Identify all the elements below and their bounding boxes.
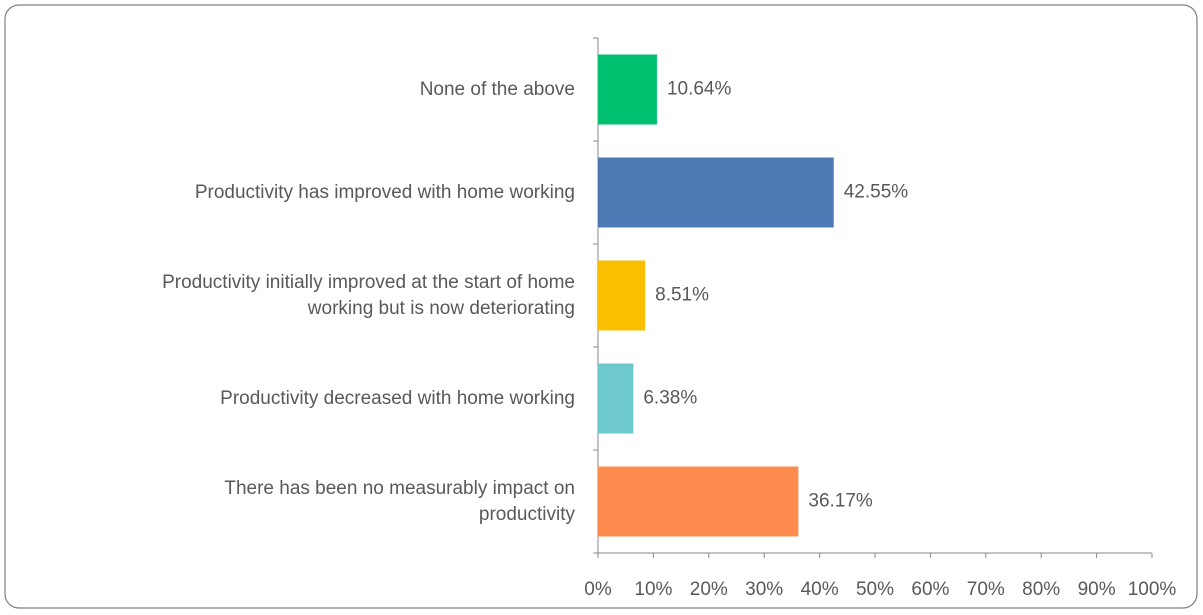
- x-tick-label: 80%: [1022, 579, 1060, 600]
- x-tick-label: 40%: [801, 579, 839, 600]
- x-tick-label: 10%: [634, 579, 672, 600]
- x-tick-label: 20%: [690, 579, 728, 600]
- bar: [598, 157, 834, 228]
- bar: [598, 363, 634, 434]
- category-label: Productivity has improved with home work…: [194, 181, 575, 203]
- value-label: 6.38%: [643, 388, 697, 409]
- category-label: None of the above: [419, 78, 575, 100]
- x-tick-label: 50%: [856, 579, 894, 600]
- x-tick-label: 60%: [911, 579, 949, 600]
- value-label: 36.17%: [808, 491, 873, 512]
- value-label: 10.64%: [667, 79, 732, 100]
- value-label: 8.51%: [655, 285, 709, 306]
- x-tick-label: 90%: [1078, 579, 1116, 600]
- x-tick-label: 70%: [967, 579, 1005, 600]
- chart-border: [4, 4, 1198, 609]
- bar: [598, 466, 799, 537]
- category-label: Productivity decreased with home working: [220, 387, 575, 409]
- category-label: There has been no measurably impact on p…: [224, 477, 575, 525]
- category-label: Productivity initially improved at the s…: [162, 271, 575, 319]
- bar: [598, 260, 646, 331]
- x-tick-label: 30%: [745, 579, 783, 600]
- value-label: 42.55%: [844, 182, 909, 203]
- x-tick-label: 0%: [584, 579, 612, 600]
- x-tick-label: 100%: [1128, 579, 1177, 600]
- bar: [598, 54, 657, 125]
